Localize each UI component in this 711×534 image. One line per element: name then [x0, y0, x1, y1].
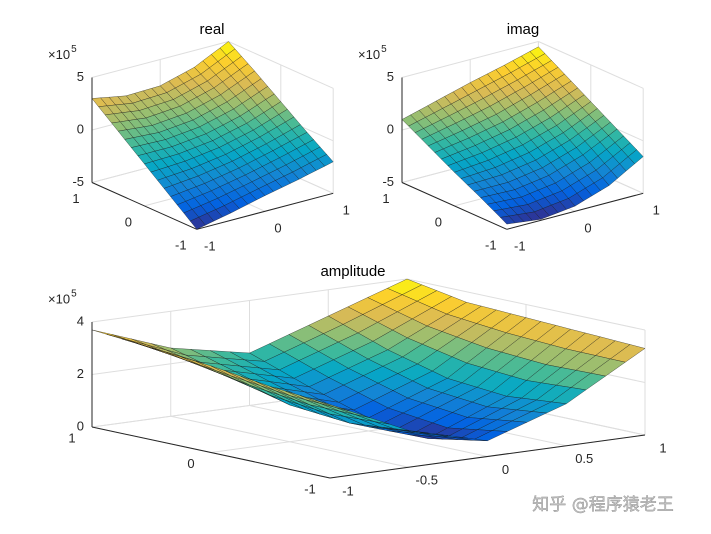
- x-axis-line: [196, 192, 334, 230]
- x-tick-label: -0.5: [416, 473, 438, 488]
- x-axis-line: [506, 192, 644, 230]
- y-tick-label: -1: [304, 481, 316, 496]
- grid-line: [401, 41, 539, 78]
- z-tick-label: 2: [77, 366, 84, 381]
- z-exponent-base: ×10: [358, 47, 380, 62]
- grid-line: [406, 278, 646, 331]
- z-exponent-base: ×10: [48, 291, 70, 306]
- x-axis-line: [329, 434, 646, 479]
- z-tick-label: 4: [77, 313, 84, 328]
- grid-line: [538, 41, 644, 89]
- x-tick-label: 1: [659, 440, 666, 455]
- x-tick-label: 0.5: [575, 451, 593, 466]
- y-tick-label: 1: [72, 191, 79, 206]
- y-axis-line: [91, 426, 331, 479]
- axes-title: imag: [507, 21, 540, 38]
- y-tick-label: 1: [382, 191, 389, 206]
- axes-title: amplitude: [320, 263, 385, 280]
- x-tick-label: -1: [342, 483, 354, 498]
- watermark: 知乎 @程序猿老王: [532, 495, 673, 515]
- y-tick-label: 0: [187, 456, 194, 471]
- z-tick-label: 0: [77, 418, 84, 433]
- x-tick-label: -1: [514, 239, 526, 254]
- z-exponent-power: 5: [71, 289, 77, 300]
- x-tick-label: 0: [502, 462, 509, 477]
- z-exponent-power: 5: [381, 44, 387, 55]
- grid-line: [228, 41, 334, 89]
- y-axis-line: [401, 182, 508, 230]
- surface-patch: [315, 399, 350, 412]
- y-tick-label: 0: [125, 214, 132, 229]
- z-tick-label: -5: [382, 174, 394, 189]
- y-tick-label: -1: [485, 238, 497, 253]
- grid-line: [91, 278, 408, 323]
- axes-title: real: [199, 21, 224, 38]
- z-tick-label: 0: [77, 121, 84, 136]
- x-tick-label: 1: [343, 203, 350, 218]
- x-tick-label: 1: [653, 203, 660, 218]
- x-tick-label: -1: [204, 239, 216, 254]
- z-tick-label: -5: [72, 174, 84, 189]
- y-tick-label: 0: [435, 214, 442, 229]
- y-tick-label: 1: [68, 430, 75, 445]
- z-tick-label: 5: [77, 69, 84, 84]
- x-tick-label: 0: [584, 221, 591, 236]
- x-tick-label: 0: [274, 221, 281, 236]
- y-axis-line: [91, 182, 198, 230]
- z-tick-label: 0: [387, 121, 394, 136]
- z-exponent-base: ×10: [48, 47, 70, 62]
- z-tick-label: 5: [387, 69, 394, 84]
- z-exponent-power: 5: [71, 44, 77, 55]
- surface-patch: [189, 216, 206, 230]
- surface-patch: [499, 215, 516, 225]
- grid-line: [91, 41, 229, 78]
- y-tick-label: -1: [175, 238, 187, 253]
